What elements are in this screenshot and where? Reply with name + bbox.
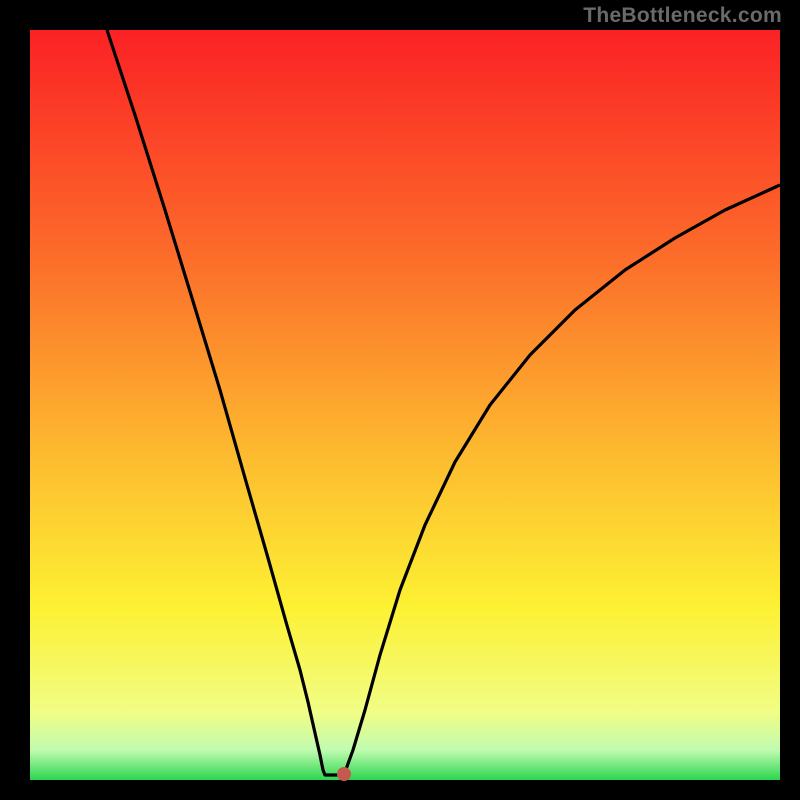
optimal-point-marker — [337, 767, 351, 781]
curve-path — [107, 30, 780, 775]
plot-gradient-area — [30, 30, 780, 780]
watermark-text: TheBottleneck.com — [583, 4, 782, 28]
chart-frame: TheBottleneck.com — [0, 0, 800, 800]
bottleneck-curve — [30, 30, 780, 780]
